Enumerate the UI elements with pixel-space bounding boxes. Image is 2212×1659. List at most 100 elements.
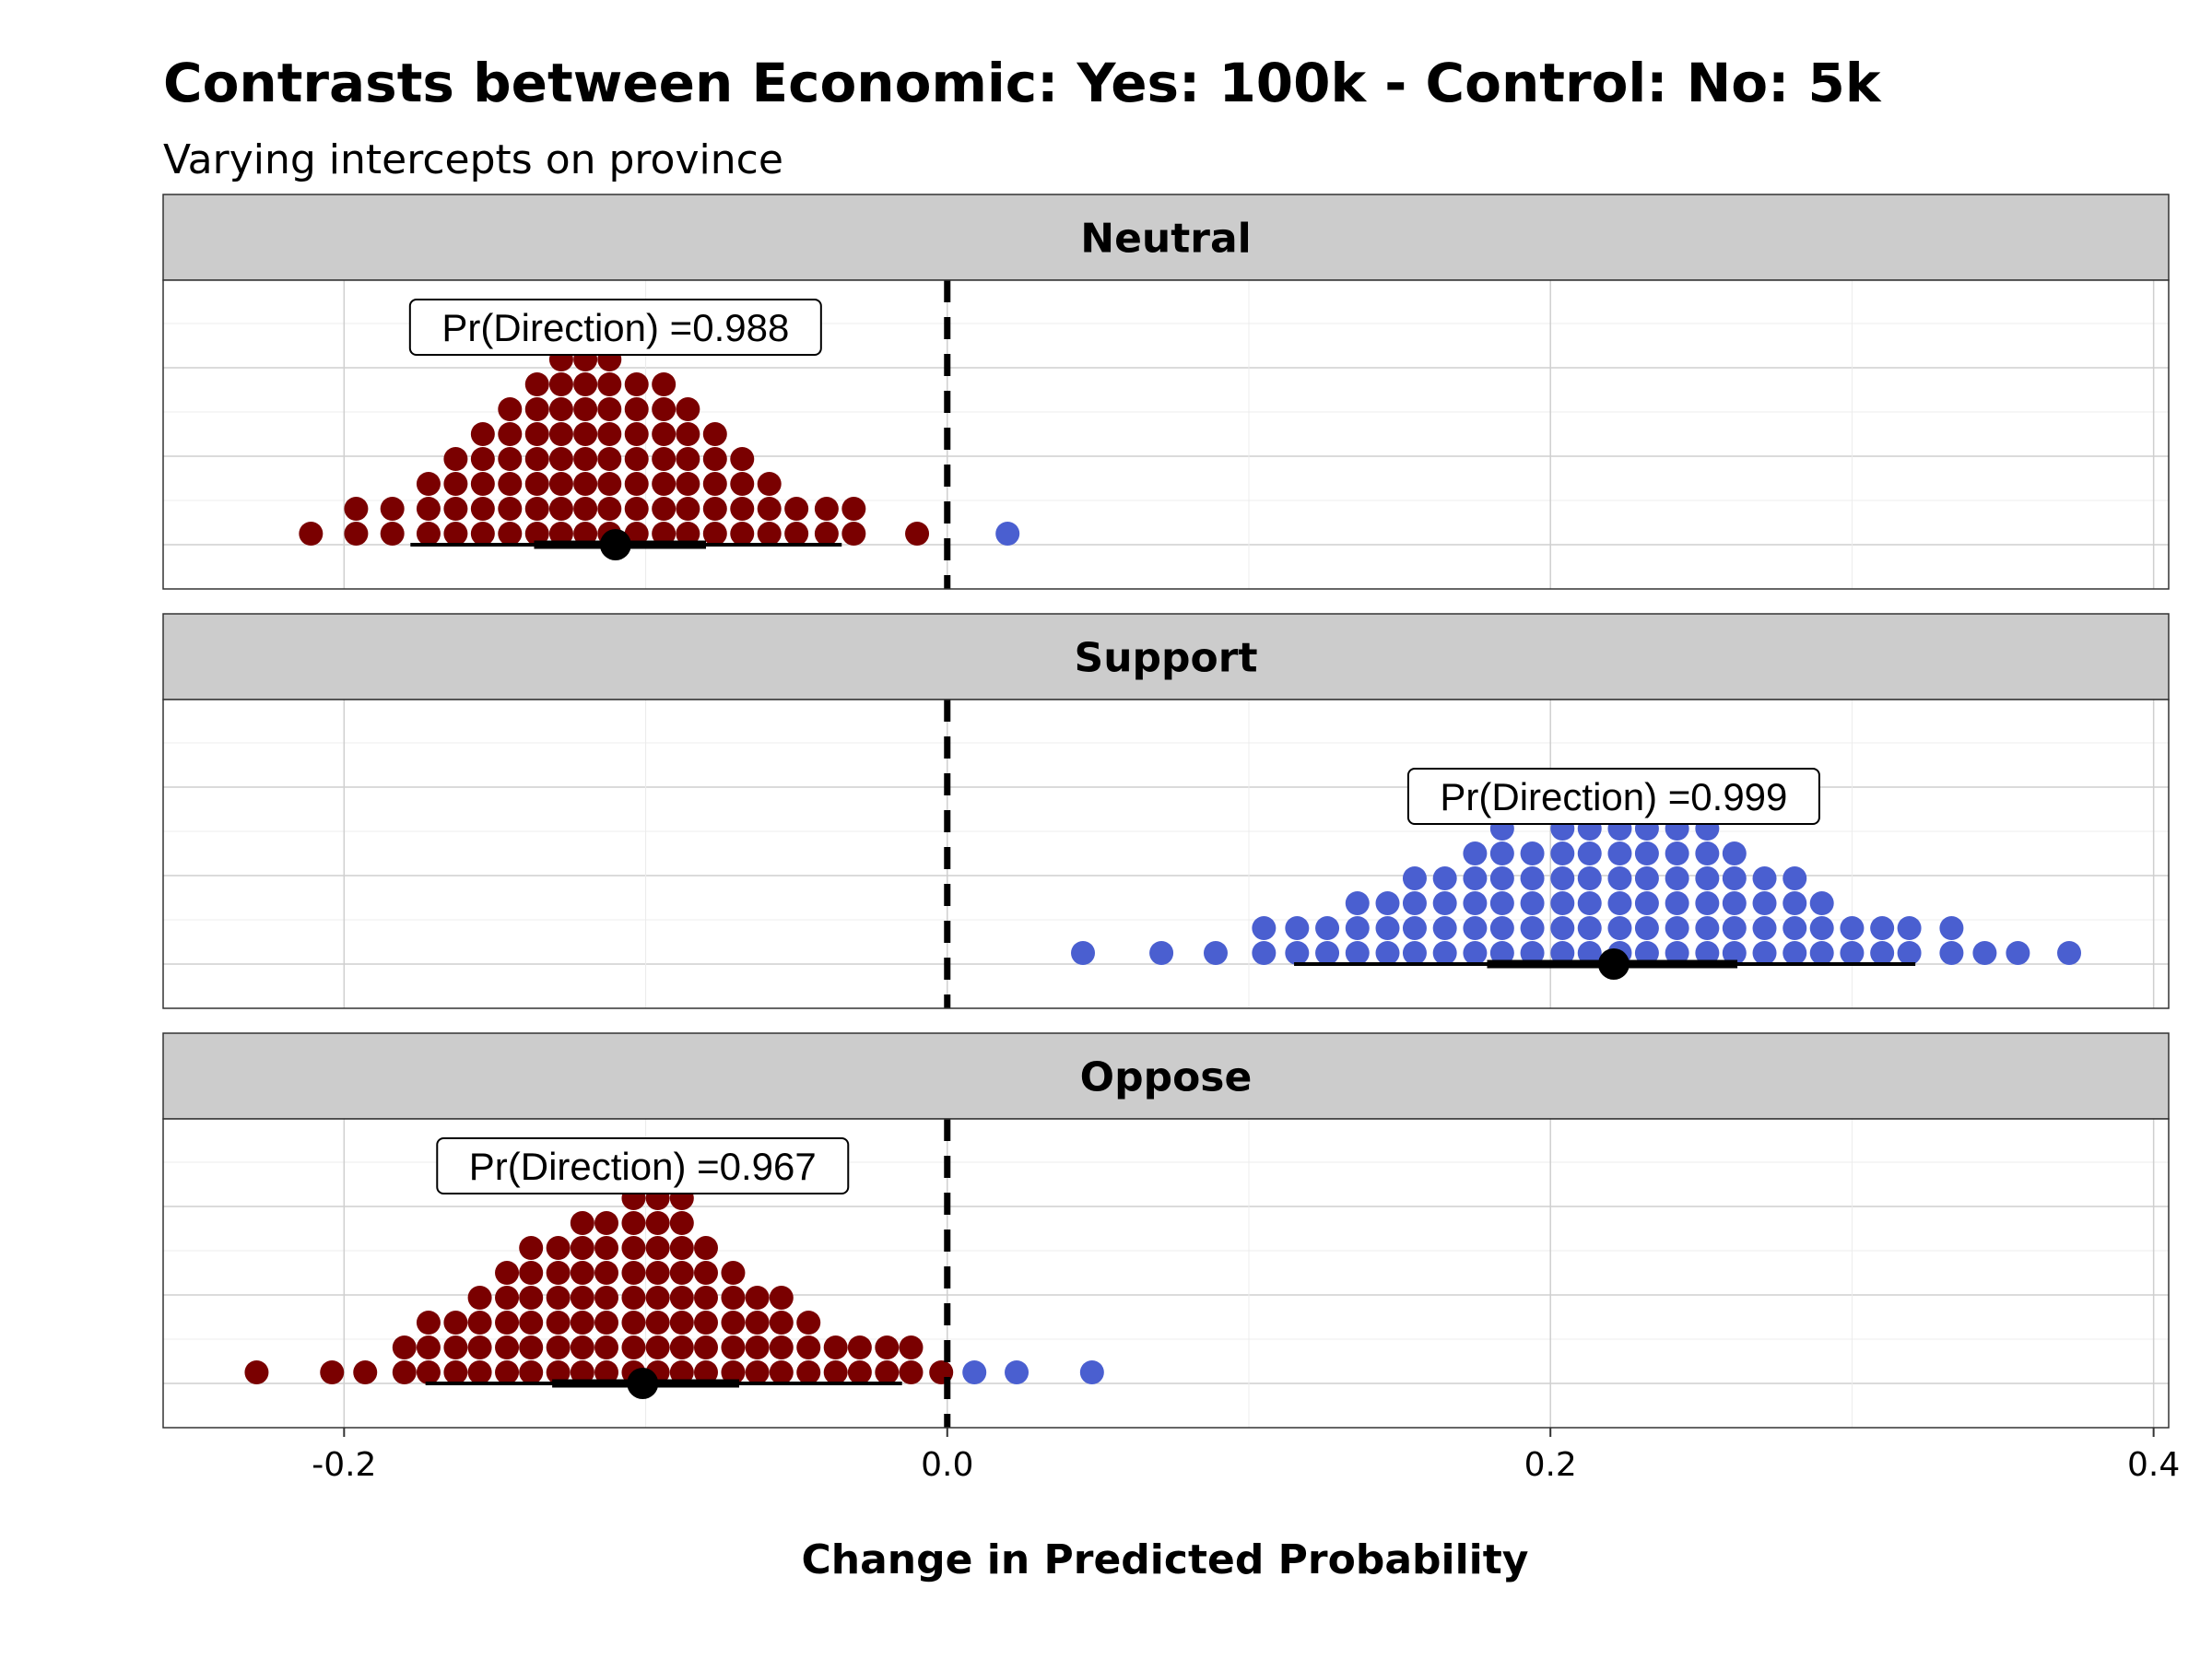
dot	[1634, 941, 1659, 965]
dot	[597, 497, 622, 521]
dot	[1375, 891, 1400, 915]
dot	[1520, 866, 1545, 890]
dot	[443, 1360, 468, 1384]
dot	[573, 497, 598, 521]
dot	[524, 422, 549, 446]
dot	[621, 1286, 646, 1310]
dot	[693, 1335, 718, 1359]
dot	[1463, 891, 1488, 915]
dot	[702, 422, 727, 446]
dot	[875, 1335, 900, 1359]
dot	[546, 1311, 571, 1335]
dot	[645, 1311, 670, 1335]
direction-label: Pr(Direction) =0.988	[408, 299, 822, 356]
dot	[416, 1360, 441, 1384]
dot	[645, 1261, 670, 1285]
dot	[1315, 941, 1340, 965]
dot	[1375, 916, 1400, 940]
dot	[548, 497, 573, 521]
dot	[524, 522, 549, 546]
dot	[1752, 941, 1777, 965]
dot	[344, 522, 369, 546]
dot	[344, 497, 369, 521]
dot	[380, 522, 405, 546]
dot	[470, 522, 495, 546]
dot	[1071, 941, 1096, 965]
point-estimate	[1597, 948, 1630, 980]
dot	[467, 1311, 492, 1335]
dot	[573, 522, 598, 546]
dot	[467, 1335, 492, 1359]
facet-strip-label: Oppose	[1080, 1054, 1253, 1101]
dot	[652, 497, 677, 521]
dot	[1402, 891, 1427, 915]
dot	[1665, 866, 1689, 890]
dot	[730, 497, 755, 521]
dot	[624, 372, 649, 396]
dot	[573, 422, 598, 446]
dot	[573, 447, 598, 471]
dot	[652, 397, 677, 421]
dot	[652, 472, 677, 496]
dot	[1840, 916, 1865, 940]
dot	[624, 447, 649, 471]
dot	[1840, 941, 1865, 965]
dot	[1432, 866, 1457, 890]
dot	[1489, 841, 1514, 865]
direction-label-text: Pr(Direction) =0.999	[1440, 775, 1787, 818]
dot	[1432, 891, 1457, 915]
dot	[1722, 891, 1747, 915]
direction-label: Pr(Direction) =0.967	[436, 1137, 850, 1194]
dot	[495, 1286, 520, 1310]
dot	[621, 1335, 646, 1359]
dot	[676, 447, 700, 471]
dot	[1809, 891, 1834, 915]
dot	[1550, 891, 1575, 915]
dot	[730, 447, 755, 471]
dot	[784, 497, 809, 521]
dot	[841, 522, 866, 546]
direction-label-text: Pr(Direction) =0.967	[469, 1145, 817, 1188]
dot	[721, 1261, 746, 1285]
dot	[320, 1360, 345, 1384]
dot	[1722, 916, 1747, 940]
dot	[470, 497, 495, 521]
dot	[1079, 1360, 1104, 1384]
facet-strip	[162, 1032, 2170, 1120]
dot	[745, 1286, 770, 1310]
dot	[548, 447, 573, 471]
point-estimate	[599, 529, 631, 560]
dot	[1722, 866, 1747, 890]
dot	[498, 497, 523, 521]
direction-label: Pr(Direction) =0.999	[1406, 768, 1820, 825]
dot	[1897, 916, 1922, 940]
dot	[594, 1211, 619, 1235]
dot	[875, 1360, 900, 1384]
dot	[1463, 941, 1488, 965]
dot	[621, 1211, 646, 1235]
dot	[1695, 916, 1720, 940]
dot	[416, 497, 441, 521]
dot	[495, 1360, 520, 1384]
dot	[676, 397, 700, 421]
dot	[1783, 866, 1807, 890]
dot	[1315, 916, 1340, 940]
dot	[594, 1286, 619, 1310]
dot	[645, 1286, 670, 1310]
dot-stack-group	[244, 1186, 1104, 1384]
dot	[652, 447, 677, 471]
dot	[1695, 891, 1720, 915]
dot	[1577, 866, 1602, 890]
dot	[669, 1360, 694, 1384]
dot	[769, 1360, 794, 1384]
dot	[624, 422, 649, 446]
x-axis: -0.2 0.0 0.2 0.4	[312, 1428, 2180, 1484]
dot	[1432, 916, 1457, 940]
dot	[353, 1360, 378, 1384]
dot	[721, 1286, 746, 1310]
dot	[1489, 916, 1514, 940]
facet-strip	[162, 194, 2170, 281]
dot	[1463, 841, 1488, 865]
dot	[1252, 941, 1277, 965]
